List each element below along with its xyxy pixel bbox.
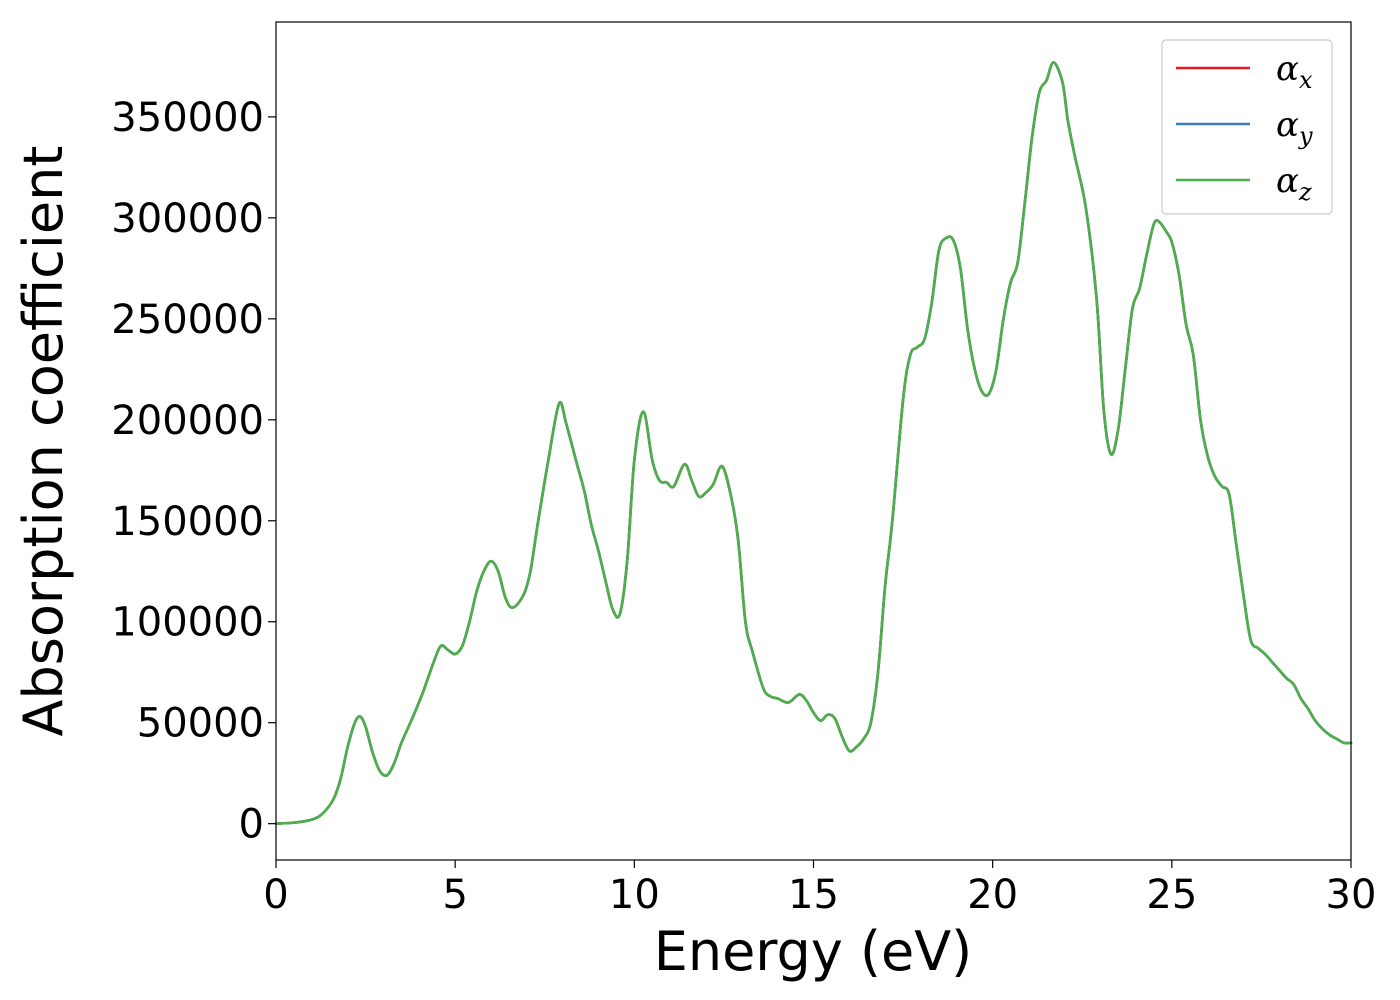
x-tick-label: 10 — [609, 872, 660, 918]
x-tick-label: 30 — [1326, 872, 1377, 918]
x-axis-label: Energy (eV) — [654, 920, 973, 983]
y-axis-label: Absorption coefficient — [12, 146, 75, 737]
legend-label-x: αx — [1276, 49, 1313, 94]
y-axis: 0 50000 100000 150000 200000 250000 300000 3500… — [111, 95, 276, 848]
legend-label-z: αz — [1276, 161, 1312, 206]
x-tick-label: 5 — [442, 872, 467, 918]
x-tick-label: 15 — [788, 872, 839, 918]
y-tick-label: 350000 — [111, 95, 264, 141]
x-axis: 0 5 10 15 20 25 30 — [263, 860, 1376, 918]
y-tick-label: 250000 — [111, 297, 264, 343]
y-tick-label: 0 — [239, 802, 264, 848]
x-tick-label: 0 — [263, 872, 288, 918]
y-tick-label: 150000 — [111, 499, 264, 545]
y-tick-label: 50000 — [137, 701, 264, 747]
series-line-z — [274, 61, 1353, 825]
y-tick-label: 200000 — [111, 398, 264, 444]
series-layer — [274, 61, 1353, 825]
legend-frame — [1161, 39, 1333, 215]
y-tick-label: 300000 — [111, 196, 264, 242]
y-tick-label: 100000 — [111, 600, 264, 646]
legend-label-y: αy — [1276, 105, 1313, 150]
x-tick-label: 25 — [1146, 872, 1197, 918]
legend: αx αy αz — [1161, 39, 1333, 215]
x-tick-label: 20 — [967, 872, 1018, 918]
